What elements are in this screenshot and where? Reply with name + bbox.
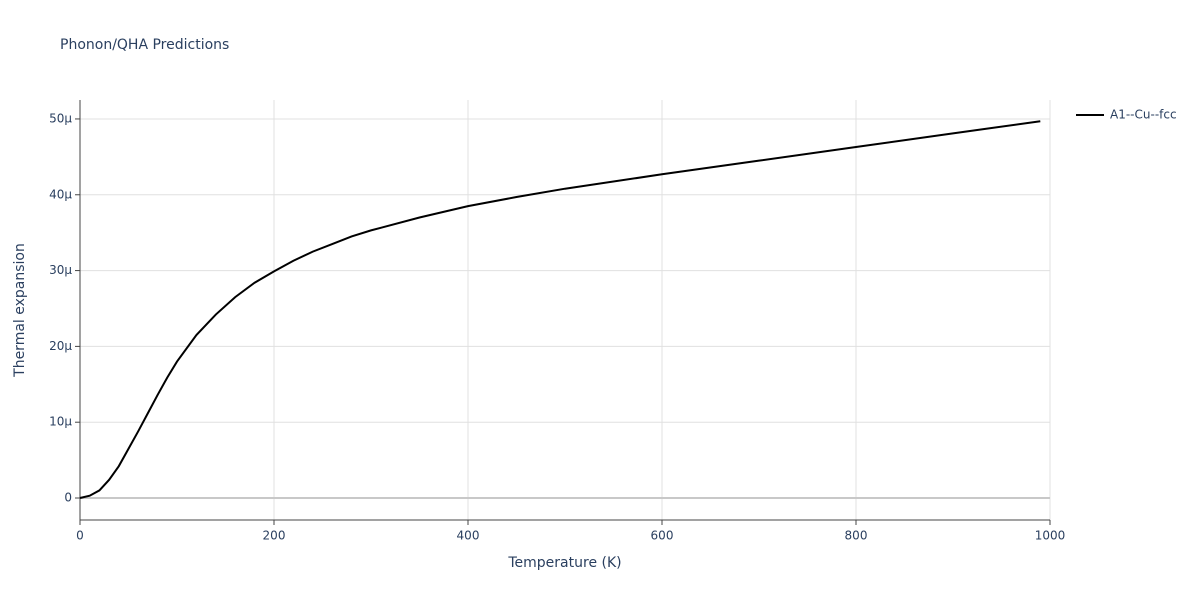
legend-label: A1--Cu--fcc xyxy=(1110,108,1177,122)
y-tick-label: 30μ xyxy=(49,263,72,277)
x-tick-label: 800 xyxy=(845,529,868,543)
x-tick-label: 200 xyxy=(263,529,286,543)
line xyxy=(79,120,1041,499)
y-tick-label: 0 xyxy=(64,491,72,505)
x-tick-label: 1000 xyxy=(1035,529,1066,543)
x-tick-label: 0 xyxy=(76,529,84,543)
y-axis-title: Thermal expansion xyxy=(12,243,28,378)
y-tick-label: 50μ xyxy=(49,111,72,125)
y-tick-label: 20μ xyxy=(49,339,72,353)
x-tick-label: 400 xyxy=(457,529,480,543)
chart-title: Phonon/QHA Predictions xyxy=(60,37,229,53)
x-axis-title: Temperature (K) xyxy=(507,555,621,571)
y-tick-label: 10μ xyxy=(49,415,72,429)
y-tick-label: 40μ xyxy=(49,187,72,201)
x-tick-label: 600 xyxy=(651,529,674,543)
